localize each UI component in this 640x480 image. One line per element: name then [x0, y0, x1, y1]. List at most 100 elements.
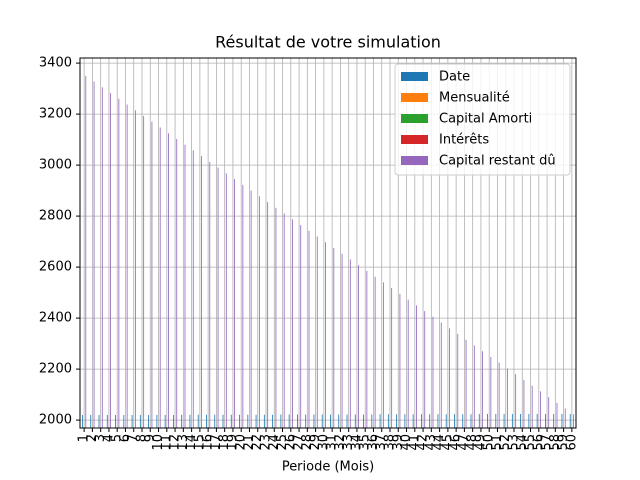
- bar: [424, 311, 426, 428]
- x-tick-label: 29: [308, 434, 323, 451]
- x-tick-label: 59: [556, 434, 571, 451]
- bar: [222, 414, 224, 428]
- bar: [495, 413, 497, 428]
- legend-swatch: [401, 156, 428, 165]
- x-tick-label: 25: [275, 434, 290, 451]
- legend-swatch: [401, 93, 428, 102]
- x-tick-label: 3: [93, 434, 108, 442]
- bar: [242, 184, 244, 428]
- x-tick-label: 15: [192, 434, 207, 451]
- x-tick-label: 16: [201, 434, 216, 451]
- x-tick-label: 41: [407, 434, 422, 451]
- bar: [283, 213, 285, 428]
- bar: [189, 414, 191, 428]
- bar: [540, 391, 541, 428]
- legend-label: Capital Amorti: [439, 112, 532, 127]
- bar: [267, 202, 269, 428]
- x-tick-label: 58: [548, 434, 563, 451]
- y-tick-label: 3000: [39, 158, 72, 173]
- x-tick-label: 52: [498, 434, 513, 451]
- x-tick-label: 5: [110, 434, 125, 442]
- bar: [404, 414, 406, 428]
- bar: [93, 81, 95, 428]
- x-tick-label: 39: [391, 434, 406, 451]
- bar: [498, 362, 500, 428]
- bar: [139, 414, 141, 428]
- bar: [98, 414, 100, 428]
- bar: [346, 414, 348, 428]
- bar: [82, 414, 83, 428]
- x-tick-label: 1: [77, 434, 92, 442]
- x-tick-label: 26: [283, 434, 298, 451]
- x-tick-label: 42: [416, 434, 431, 451]
- bar: [247, 414, 249, 428]
- bar: [131, 414, 133, 428]
- x-tick-label: 38: [383, 434, 398, 451]
- bar: [440, 322, 442, 428]
- bar: [209, 161, 211, 428]
- x-tick-label: 21: [242, 434, 257, 451]
- legend-label: Intérêts: [439, 133, 489, 148]
- bar: [553, 413, 555, 428]
- x-tick-label: 23: [259, 434, 274, 451]
- y-tick-label: 2000: [39, 413, 72, 428]
- bar: [371, 414, 373, 428]
- x-tick-label: 13: [176, 434, 191, 451]
- bar: [545, 413, 546, 428]
- x-tick-label: 34: [349, 434, 364, 451]
- bar: [206, 414, 207, 428]
- y-tick-label: 2800: [39, 209, 72, 224]
- bar: [143, 116, 145, 428]
- bar: [288, 414, 290, 428]
- bar: [225, 173, 227, 428]
- x-tick-label: 6: [118, 434, 133, 442]
- bar: [412, 414, 414, 428]
- bar: [399, 293, 401, 428]
- x-tick-label: 24: [267, 434, 282, 451]
- bar: [90, 414, 92, 428]
- x-tick-label: 19: [225, 434, 240, 451]
- x-tick-label: 57: [540, 434, 555, 451]
- bar: [391, 288, 393, 428]
- x-tick-label: 36: [366, 434, 381, 451]
- bar: [192, 150, 194, 428]
- x-tick-label: 30: [316, 434, 331, 451]
- bar: [118, 98, 120, 428]
- bar: [482, 351, 483, 428]
- bar: [316, 236, 318, 428]
- bar: [297, 414, 298, 428]
- plot-frame: [79, 57, 577, 429]
- bar: [511, 413, 513, 428]
- bar: [396, 414, 398, 428]
- bar: [478, 413, 480, 428]
- x-tick-label: 33: [341, 434, 356, 451]
- x-tick-label: 48: [465, 434, 480, 451]
- bar: [454, 414, 455, 428]
- bar: [300, 225, 302, 428]
- bar: [503, 413, 505, 428]
- y-tick-label: 3400: [39, 56, 72, 71]
- bar: [234, 179, 235, 428]
- bar: [338, 414, 340, 428]
- bar: [487, 413, 488, 428]
- bar: [358, 265, 359, 428]
- bar: [354, 414, 356, 428]
- bar: [134, 110, 136, 428]
- bar: [85, 75, 87, 428]
- bar: [308, 230, 310, 428]
- legend: Date Mensualité Capital Amorti Intérêts Capi…: [394, 63, 571, 176]
- bar: [363, 414, 364, 428]
- bar: [561, 413, 563, 428]
- x-tick-label: 8: [135, 434, 150, 442]
- x-tick-label: 56: [531, 434, 546, 451]
- legend-label: Mensualité: [439, 91, 510, 106]
- bar: [569, 413, 571, 428]
- x-tick-label: 4: [101, 434, 116, 442]
- bar: [548, 397, 550, 428]
- bar: [473, 345, 475, 428]
- bar: [106, 414, 108, 428]
- x-tick-label: 14: [184, 434, 199, 451]
- bar: [349, 259, 351, 428]
- x-tick-label: 28: [300, 434, 315, 451]
- bar: [101, 87, 103, 428]
